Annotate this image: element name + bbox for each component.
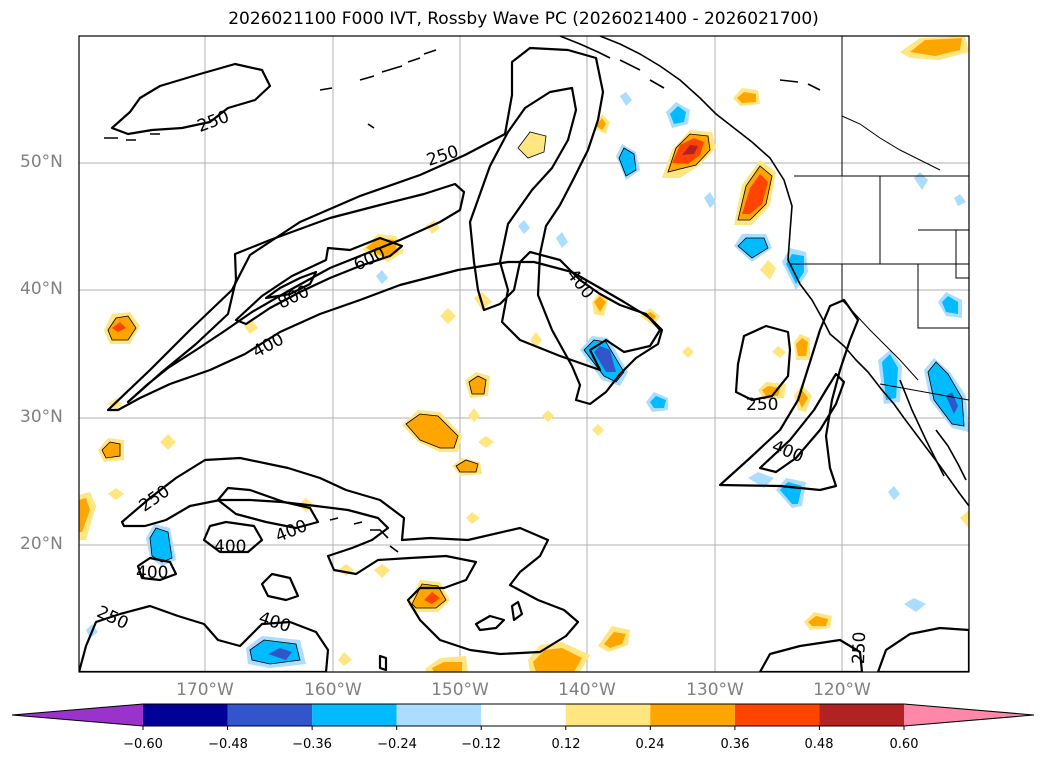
contour-250-southeast <box>876 626 969 672</box>
contour-250-subtropical <box>120 456 580 656</box>
colorbar-segment <box>481 704 566 726</box>
colorbar-extend-high <box>904 704 1034 726</box>
contour-400-east <box>468 86 662 372</box>
plot-frame <box>78 35 970 673</box>
contour-250-south <box>758 638 864 672</box>
contour-label: 400 <box>136 563 168 583</box>
lon-label-140w: 140°W <box>558 680 616 700</box>
colorbar-segment <box>819 704 904 726</box>
contour-250-north <box>110 62 272 136</box>
coast-baja <box>899 379 967 481</box>
colorbar-tick-label: −0.24 <box>377 737 417 752</box>
contour-400-subtropical-b <box>216 486 320 530</box>
colorbar-extend-low <box>12 704 143 726</box>
contour-250-southwest <box>79 604 330 672</box>
contour-250-main <box>106 46 664 412</box>
lat-label-40n: 40°N <box>20 279 63 299</box>
coast-north-america <box>599 36 969 507</box>
contour-400-west <box>136 556 178 582</box>
colorbar-tick-label: −0.12 <box>461 737 501 752</box>
colorbar-segment <box>143 704 228 726</box>
lon-label-160w: 160°W <box>304 680 362 700</box>
colorbar-tick-label: −0.48 <box>208 737 248 752</box>
island-small <box>367 79 821 129</box>
ivt-contours <box>79 46 969 672</box>
contour-250-east-b <box>734 324 792 402</box>
colorbar-tick-label: −0.60 <box>123 737 163 752</box>
lat-label-20n: 20°N <box>20 534 63 554</box>
colorbar-segment <box>227 704 313 726</box>
colorbar-segment <box>396 704 482 726</box>
colorbar-tick-label: 0.12 <box>551 737 581 752</box>
contour-small-b <box>510 600 524 622</box>
colorbar-tick-label: 0.36 <box>720 737 750 752</box>
contour-250-east <box>718 298 860 492</box>
colorbar-tick-label: 0.60 <box>889 737 919 752</box>
map-title: 2026021100 F000 IVT, Rossby Wave PC (202… <box>228 9 819 29</box>
coast-hawaii <box>329 517 399 553</box>
contour-400-subtropical-a <box>202 520 264 554</box>
contour-label: 250 <box>849 631 870 664</box>
lon-label-170w: 170°W <box>176 680 234 700</box>
contour-400-main <box>126 182 466 404</box>
colorbar-segment <box>565 704 651 726</box>
lat-label-30n: 30°N <box>20 407 63 427</box>
contour-small-c <box>378 654 388 672</box>
lon-label-120w: 120°W <box>813 680 871 700</box>
coast-aleutians <box>104 49 437 141</box>
colorbar-tick-label: −0.36 <box>292 737 332 752</box>
lat-label-50n: 50°N <box>20 152 63 172</box>
lon-label-150w: 150°W <box>431 680 489 700</box>
colorbar-segment <box>734 704 820 726</box>
negative-anomalies <box>86 92 969 668</box>
contour-600-main <box>234 236 404 326</box>
anomaly-outlines <box>101 131 965 665</box>
political-boundaries <box>790 36 969 401</box>
colorbar-segment <box>312 704 397 726</box>
colorbar <box>11 703 1035 730</box>
contour-label: 250 <box>746 395 778 415</box>
coastlines <box>104 36 969 553</box>
coast-alaska <box>559 36 665 89</box>
colorbar-segment <box>650 704 735 726</box>
colorbar-tick-label: 0.48 <box>804 737 834 752</box>
contour-400-southwest <box>260 572 300 602</box>
colorbar-tick-label: 0.24 <box>635 737 665 752</box>
contour-400-east-b <box>758 372 846 474</box>
contour-small-a <box>474 614 506 632</box>
contour-800 <box>264 270 318 300</box>
contour-label: 400 <box>214 537 246 557</box>
lon-label-130w: 130°W <box>686 680 744 700</box>
